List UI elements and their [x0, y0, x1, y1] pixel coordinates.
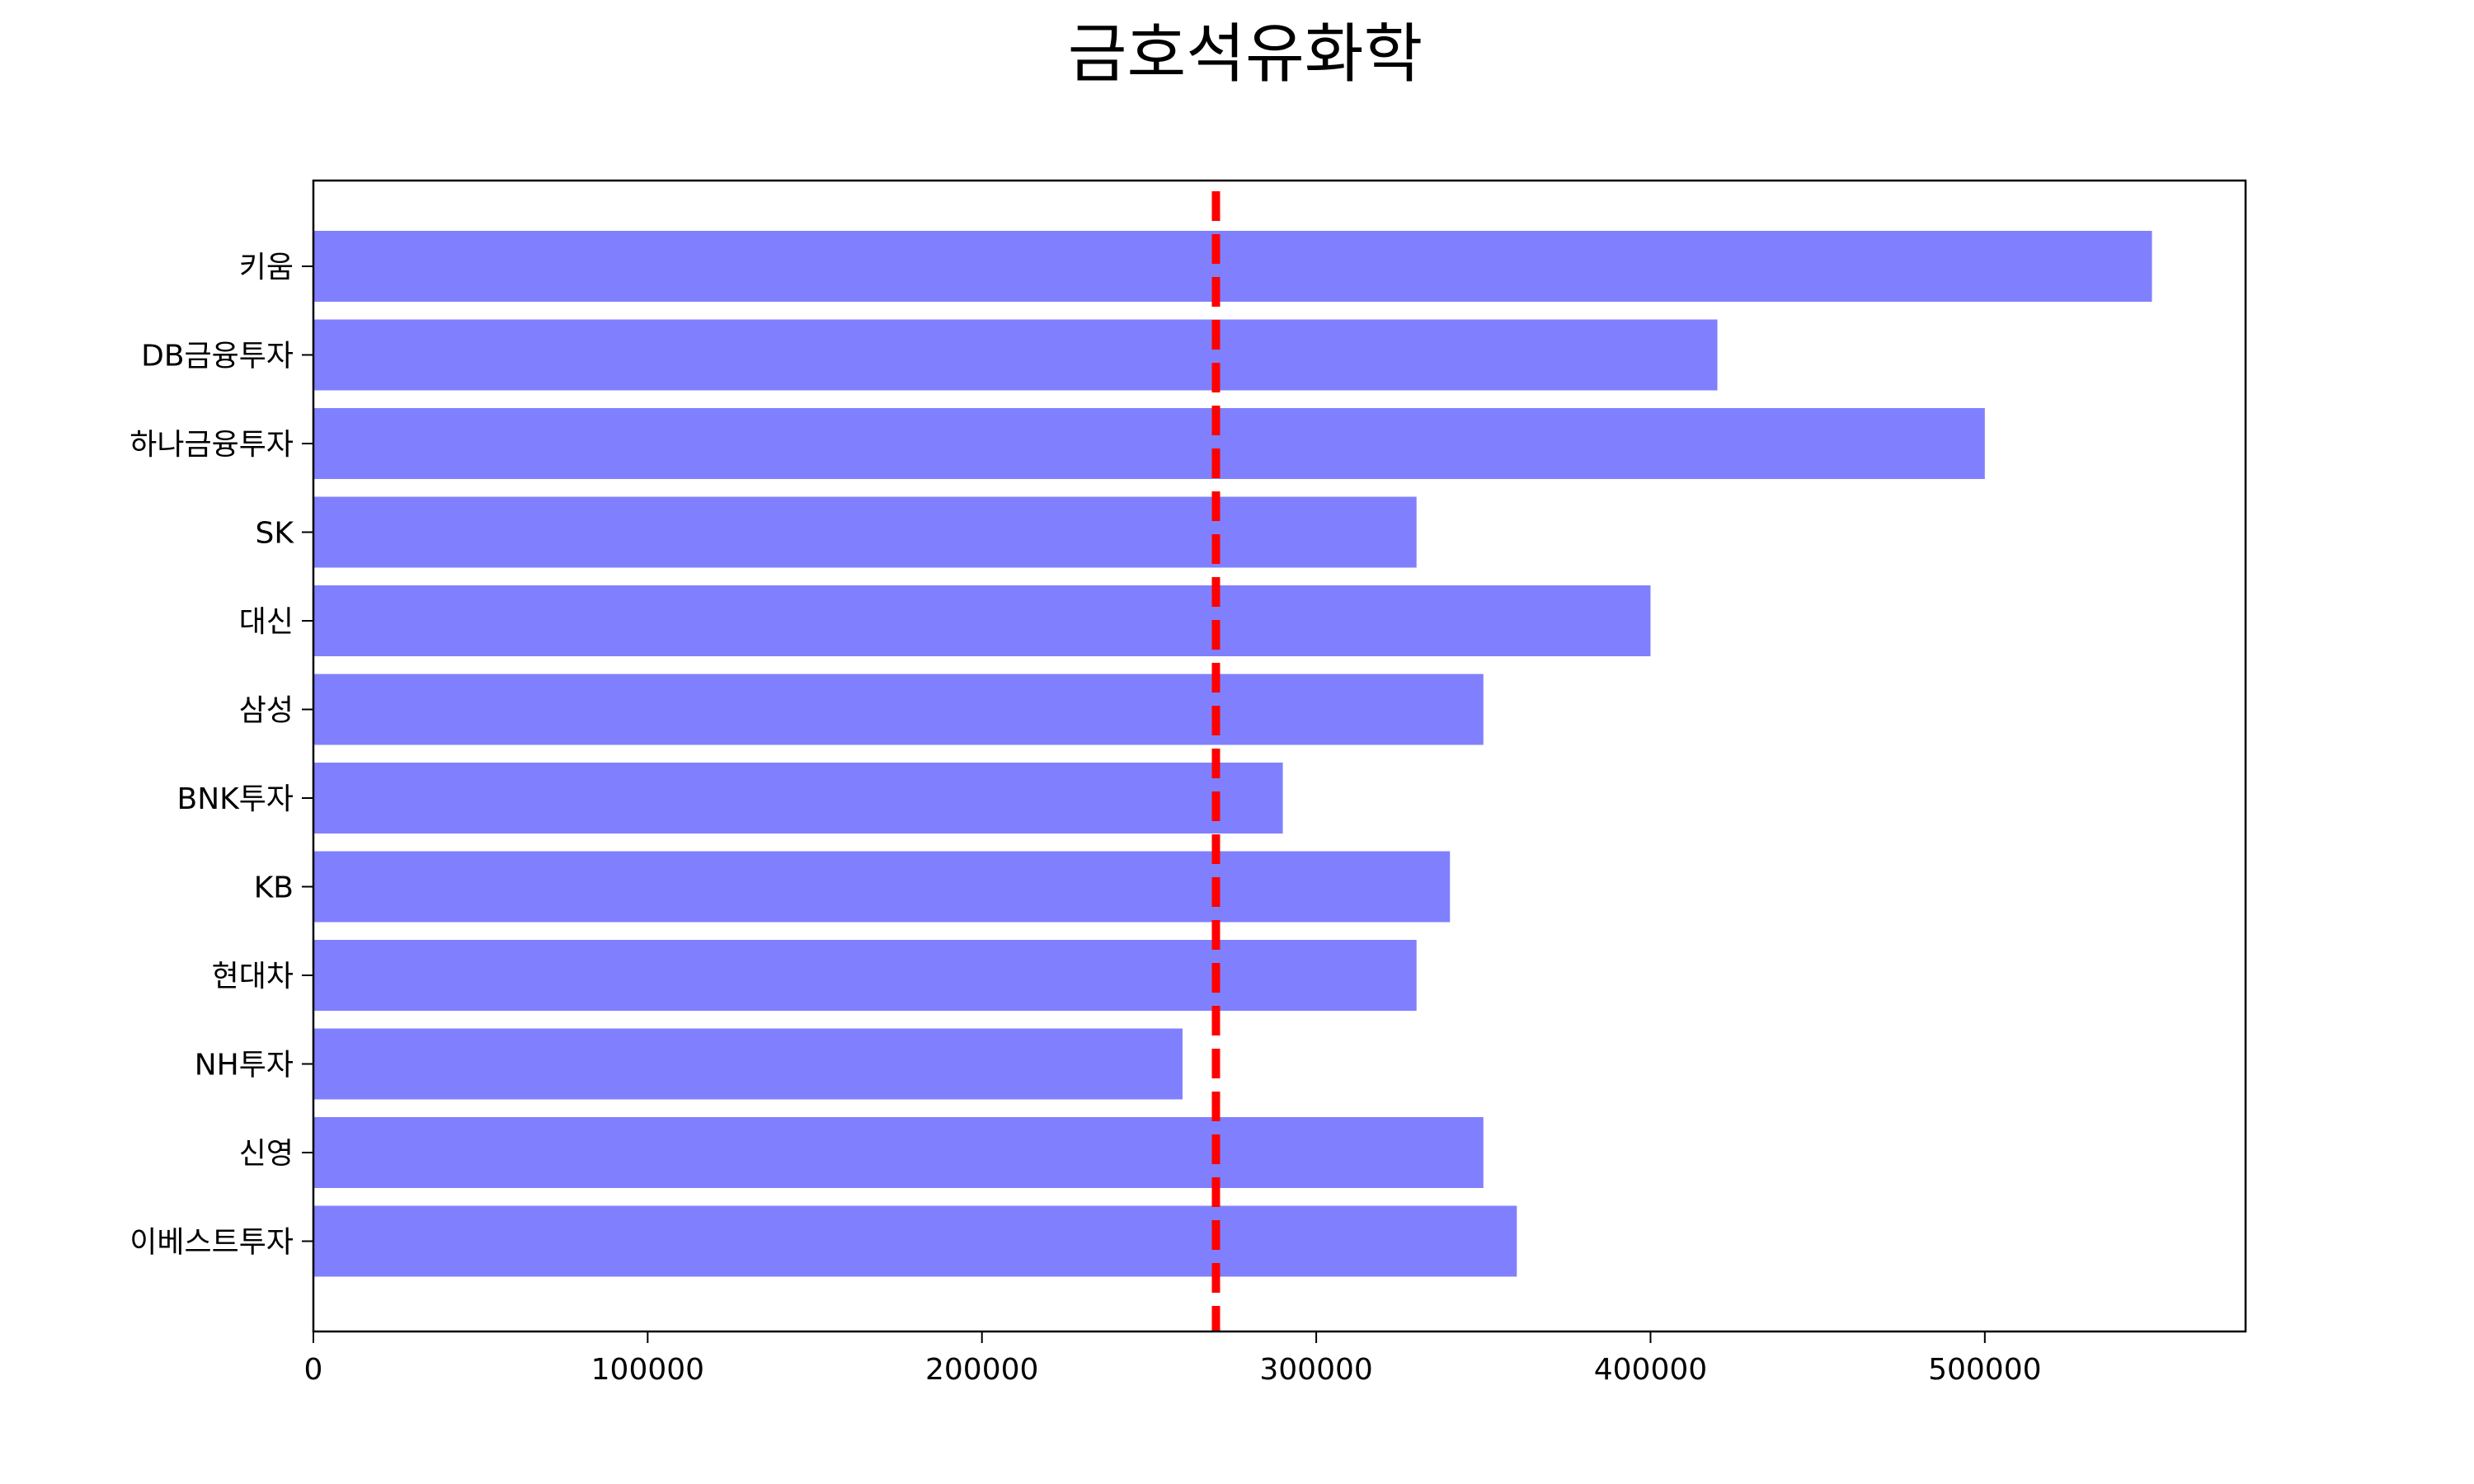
bar: [313, 1205, 1517, 1277]
bar: [313, 940, 1417, 1011]
bar: [313, 1028, 1183, 1100]
axes-group: [312, 179, 2247, 1333]
y-tick-label: SK: [256, 517, 295, 551]
x-tick-label: 500000: [1928, 1353, 2041, 1387]
bar: [313, 1117, 1484, 1188]
plot-frame: [312, 179, 2247, 1333]
x-tick-label: 300000: [1259, 1353, 1372, 1387]
y-tick-label: KB: [254, 871, 294, 905]
y-tick-label: 이베스트투자: [129, 1226, 294, 1260]
y-tick-label: BNK투자: [177, 782, 294, 816]
bar: [313, 585, 1651, 656]
x-axis-ticks: 0 100000 200000 300000 400000 500000: [304, 1331, 2042, 1387]
y-tick-label: 신영: [239, 1137, 294, 1171]
bars-group: [313, 231, 2152, 1277]
bar: [313, 674, 1484, 745]
bar: [313, 319, 1718, 391]
bar: [313, 231, 2152, 302]
y-tick-label: 현대차: [212, 960, 294, 993]
y-tick-label: DB금융투자: [141, 340, 294, 373]
bar: [313, 763, 1283, 834]
y-tick-label: 키움: [239, 251, 294, 284]
bar: [313, 851, 1451, 923]
x-tick-label: 100000: [591, 1353, 704, 1387]
chart-title: 금호석유화학: [1068, 17, 1423, 92]
x-tick-label: 200000: [925, 1353, 1038, 1387]
bar: [313, 496, 1417, 568]
y-tick-label: 삼성: [239, 694, 294, 728]
x-tick-label: 400000: [1594, 1353, 1707, 1387]
y-tick-label: 대신: [239, 605, 294, 639]
y-tick-label: NH투자: [195, 1049, 294, 1082]
y-tick-label: 하나금융투자: [129, 428, 294, 462]
x-tick-label: 0: [304, 1353, 323, 1387]
bar: [313, 408, 1985, 479]
